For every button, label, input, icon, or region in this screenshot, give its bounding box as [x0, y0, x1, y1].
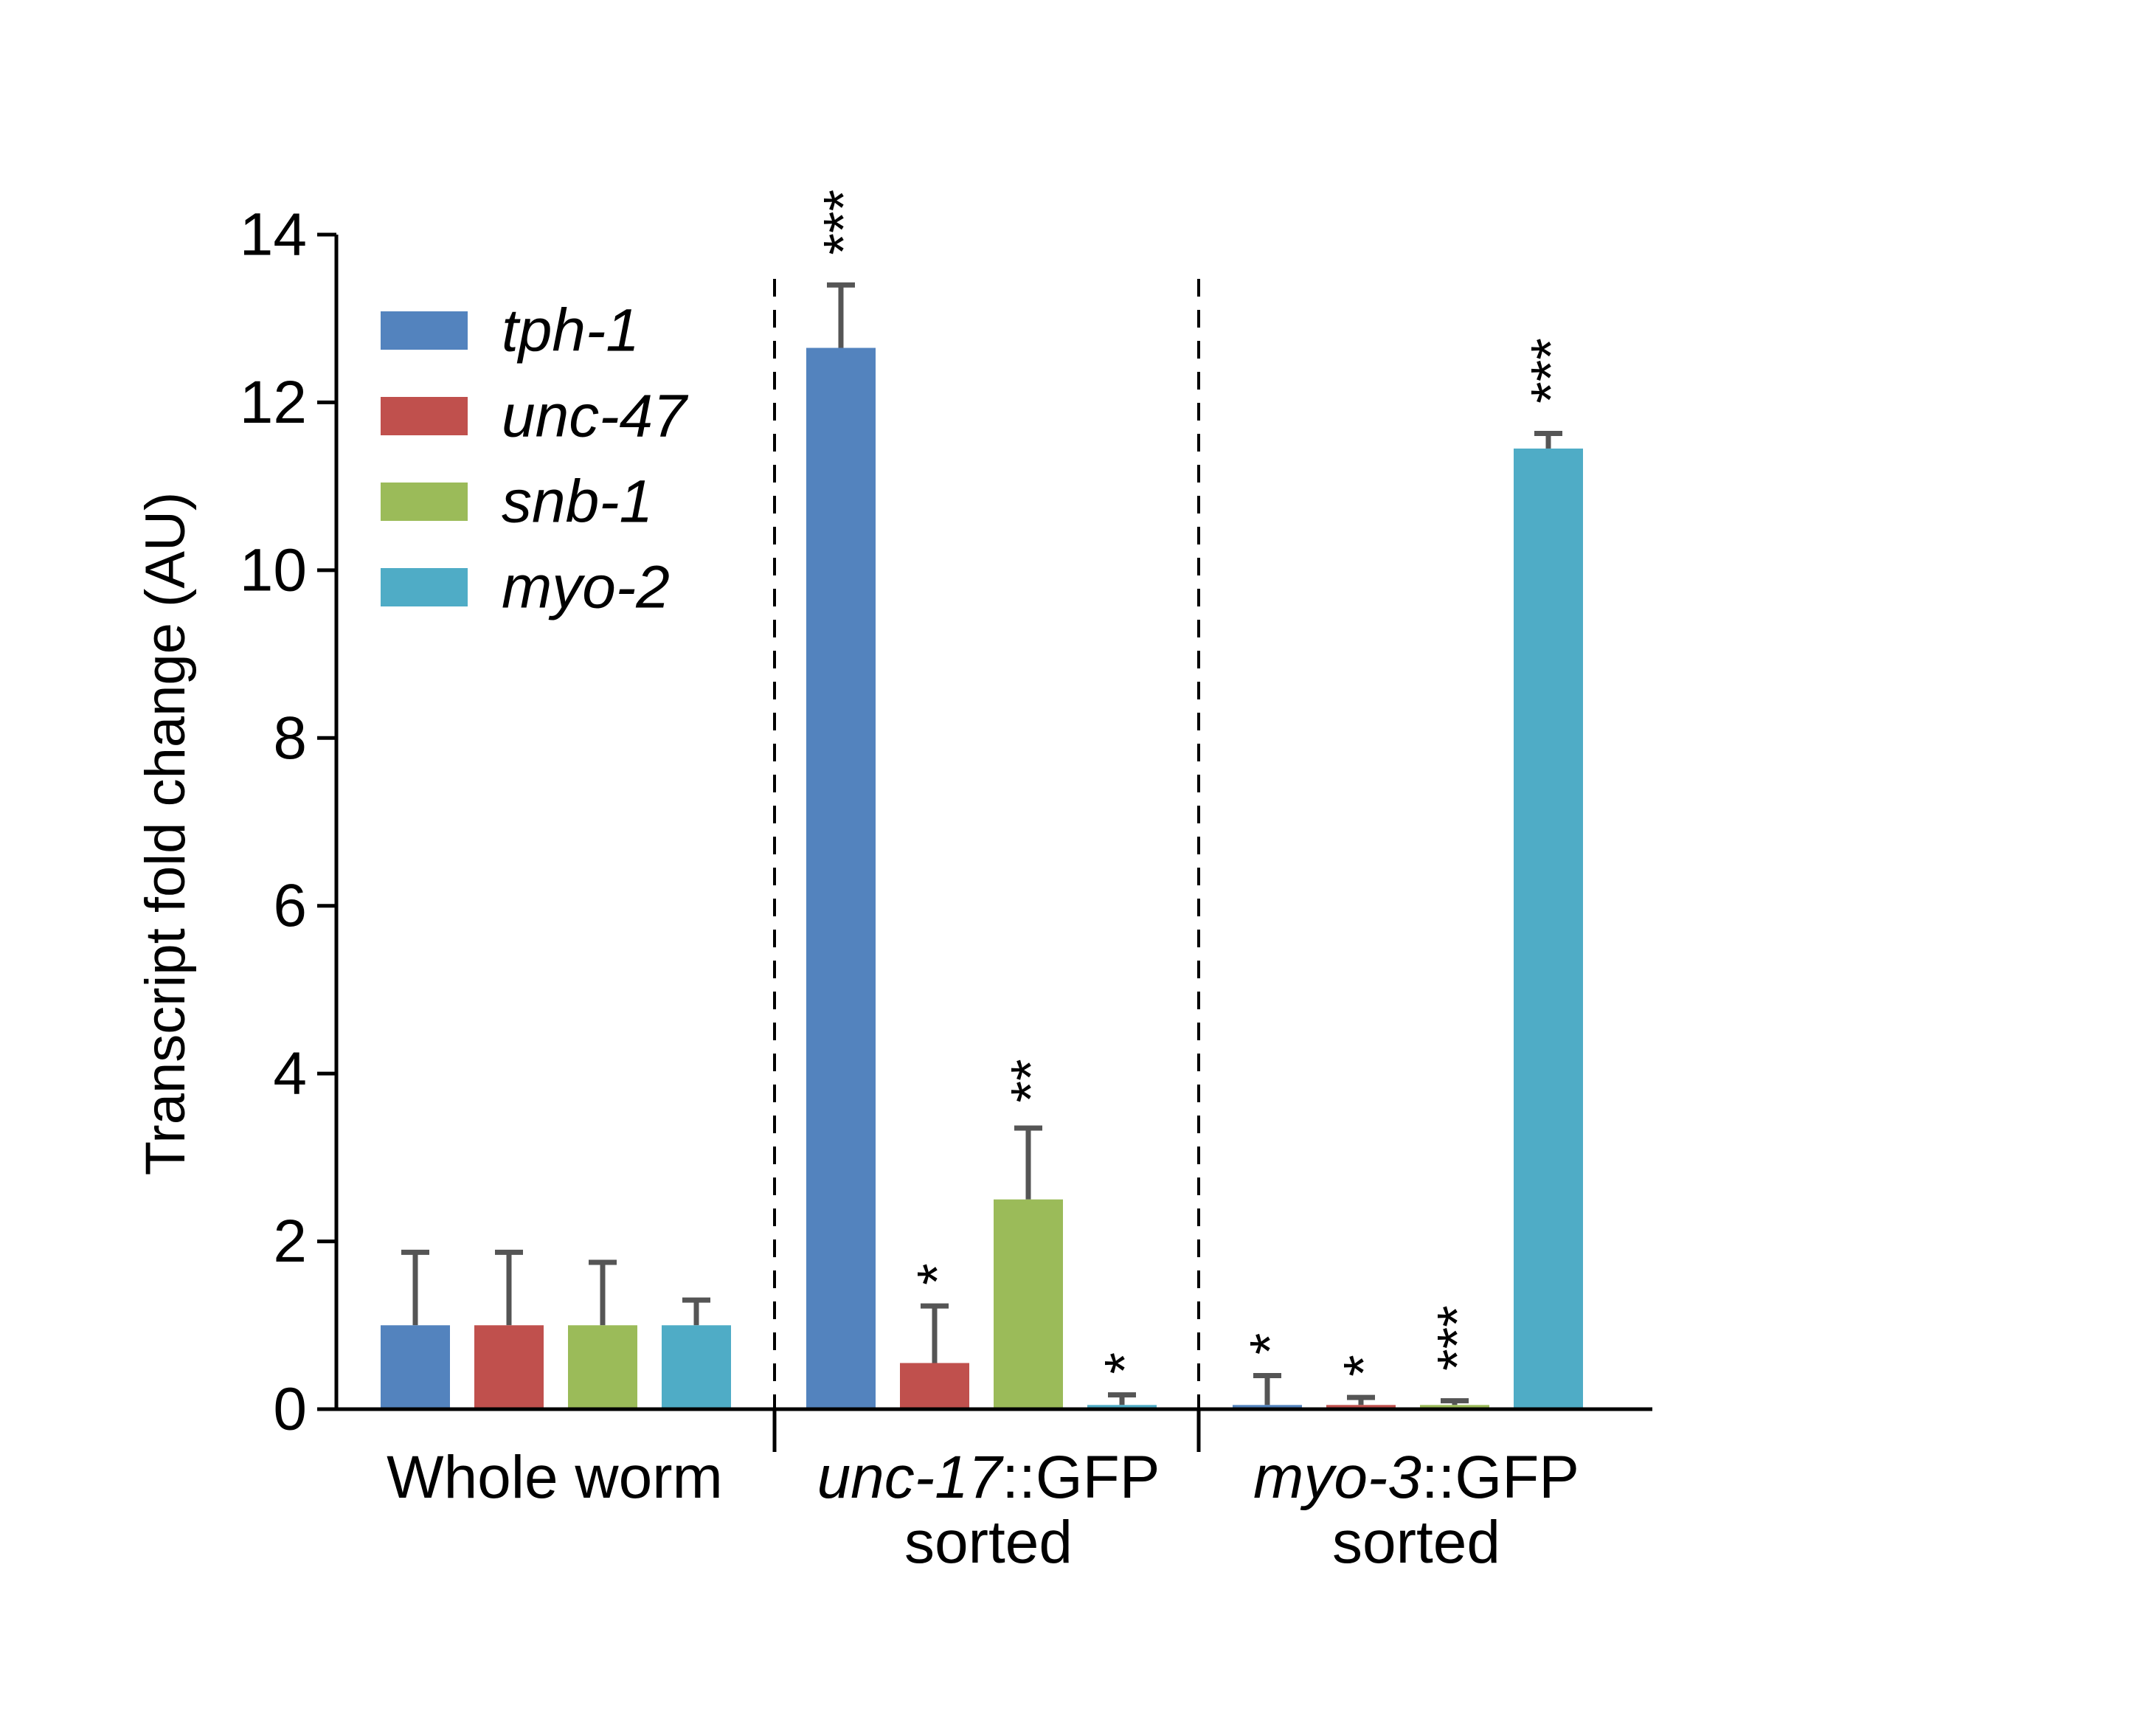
group-label-part: ::GFP	[1002, 1444, 1160, 1511]
significance-marker: *	[1094, 1352, 1157, 1374]
legend-swatch	[381, 311, 468, 350]
y-axis-title: Transcript fold change (AU)	[134, 492, 197, 1175]
bar	[474, 1325, 544, 1409]
legend-swatch	[381, 483, 468, 521]
group-label-part: ::GFP	[1421, 1444, 1579, 1511]
bar	[806, 347, 876, 1409]
legend-swatch	[381, 397, 468, 435]
group-label: Whole worm	[387, 1444, 723, 1511]
y-tick-label: 12	[240, 369, 307, 436]
significance-marker: ***	[1427, 1305, 1489, 1371]
bar	[900, 1363, 969, 1409]
bar	[568, 1325, 637, 1409]
bar	[1514, 448, 1583, 1409]
group-label: unc-17::GFP	[817, 1444, 1160, 1511]
y-tick-label: 4	[273, 1040, 307, 1107]
group-label-part: myo-3	[1253, 1444, 1421, 1511]
y-tick-label: 8	[273, 705, 307, 772]
bar	[1326, 1405, 1396, 1409]
bar	[1420, 1405, 1489, 1409]
group-label: myo-3::GFP	[1253, 1444, 1579, 1511]
legend-label: snb-1	[502, 468, 653, 536]
legend-swatch	[381, 568, 468, 606]
bar	[1087, 1405, 1157, 1409]
group-label-part: unc-17	[817, 1444, 1005, 1511]
group-label-line2: sorted	[904, 1509, 1073, 1576]
bar	[662, 1325, 731, 1409]
significance-marker: *	[1333, 1355, 1396, 1377]
y-tick-label: 10	[240, 536, 307, 604]
legend-label: unc-47	[502, 383, 689, 450]
significance-marker: *	[1239, 1333, 1302, 1355]
legend-label: tph-1	[502, 297, 640, 364]
significance-marker: ***	[813, 190, 876, 255]
y-tick-label: 2	[273, 1208, 307, 1275]
group-label-line2: sorted	[1332, 1509, 1500, 1576]
significance-marker: *	[907, 1263, 969, 1285]
y-tick-label: 6	[273, 872, 307, 939]
bar	[381, 1325, 450, 1409]
bar	[1233, 1405, 1302, 1409]
significance-marker: **	[1000, 1059, 1063, 1102]
legend-label: myo-2	[502, 554, 670, 621]
group-label-part: Whole worm	[387, 1444, 723, 1511]
y-tick-label: 0	[273, 1376, 307, 1443]
y-tick-label: 14	[240, 201, 307, 269]
significance-marker: ***	[1520, 338, 1583, 404]
legend: tph-1 unc-47 snb-1 myo-2	[381, 297, 689, 621]
bar	[994, 1199, 1063, 1409]
